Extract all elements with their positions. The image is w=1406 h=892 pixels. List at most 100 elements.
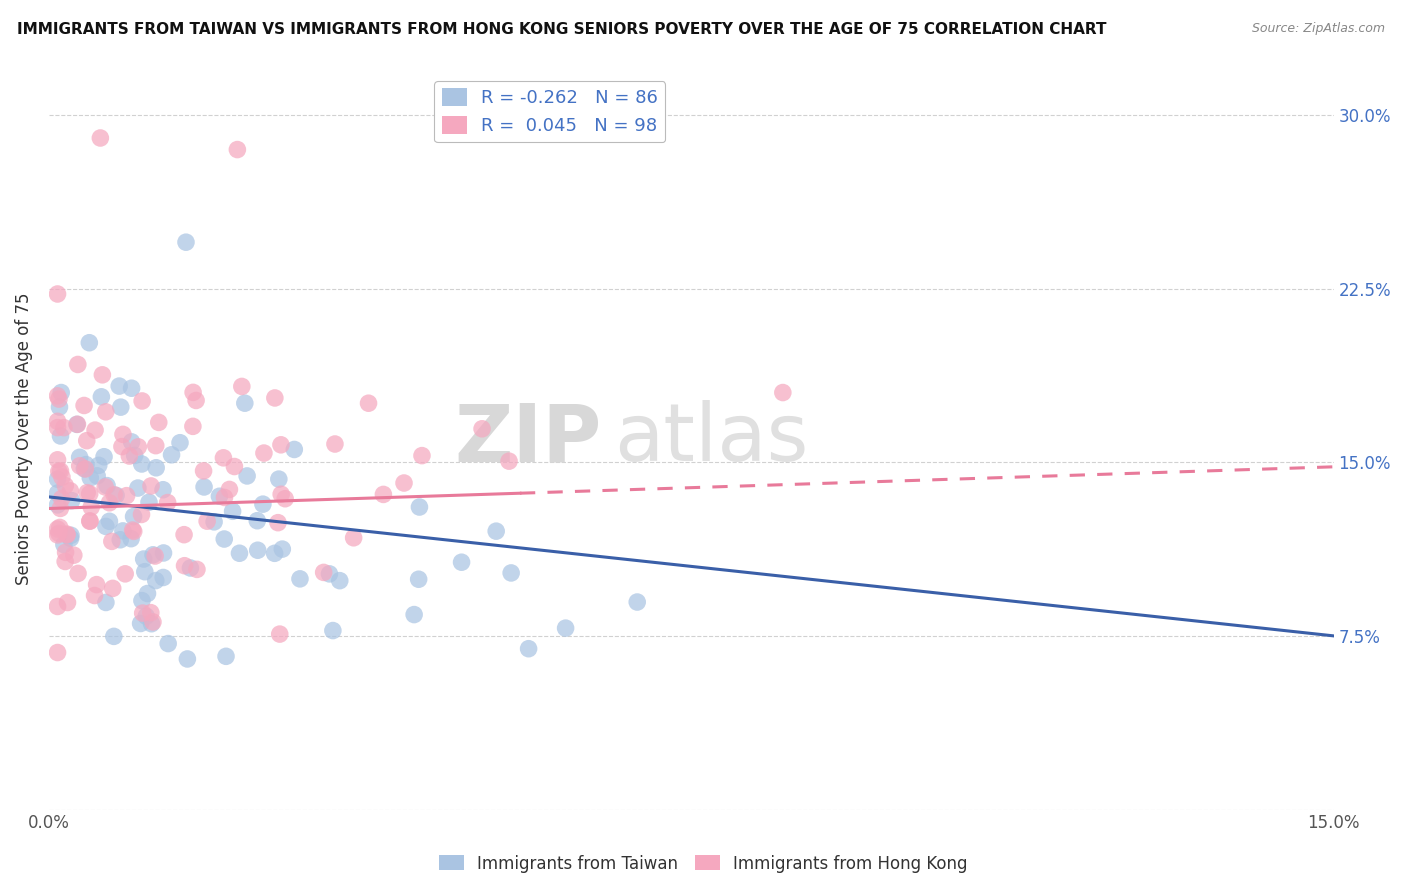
Point: [485, 524, 508, 538]
Point: [148, 416, 170, 430]
Point: [181, 419, 204, 434]
Text: IMMIGRANTS FROM TAIWAN VS IMMIGRANTS FROM HONG KONG SENIORS POVERTY OVER THE AGE: IMMIGRANTS FROM TAIWAN VS IMMIGRANTS FRO…: [17, 22, 1107, 37]
Point: [318, 566, 340, 581]
Point: [49, 501, 72, 516]
Point: [51, 491, 73, 506]
Point: [75, 462, 97, 476]
Point: [226, 143, 249, 157]
Point: [772, 385, 794, 400]
Point: [131, 606, 153, 620]
Point: [501, 566, 523, 580]
Point: [111, 524, 134, 538]
Point: [142, 548, 165, 562]
Point: [450, 555, 472, 569]
Point: [212, 532, 235, 546]
Point: [48, 526, 70, 541]
Point: [79, 335, 101, 350]
Point: [115, 489, 138, 503]
Point: [101, 582, 124, 596]
Point: [90, 390, 112, 404]
Point: [83, 589, 105, 603]
Point: [253, 446, 276, 460]
Point: [46, 420, 69, 434]
Point: [411, 449, 433, 463]
Point: [221, 504, 243, 518]
Point: [152, 546, 174, 560]
Point: [267, 516, 290, 530]
Point: [134, 565, 156, 579]
Point: [98, 496, 121, 510]
Point: [373, 487, 395, 501]
Point: [121, 434, 143, 449]
Point: [84, 423, 107, 437]
Point: [48, 520, 70, 534]
Point: [49, 464, 72, 478]
Point: [121, 523, 143, 537]
Point: [111, 440, 134, 454]
Point: [139, 606, 162, 620]
Point: [152, 570, 174, 584]
Point: [169, 435, 191, 450]
Point: [79, 487, 101, 501]
Point: [56, 527, 79, 541]
Point: [69, 450, 91, 465]
Point: [132, 552, 155, 566]
Point: [80, 500, 103, 515]
Point: [94, 480, 117, 494]
Point: [218, 483, 240, 497]
Point: [208, 489, 231, 503]
Point: [73, 399, 96, 413]
Point: [51, 385, 73, 400]
Point: [94, 595, 117, 609]
Point: [270, 487, 292, 501]
Point: [141, 616, 163, 631]
Point: [233, 396, 256, 410]
Point: [48, 464, 70, 478]
Point: [145, 460, 167, 475]
Point: [46, 287, 69, 301]
Point: [93, 450, 115, 464]
Point: [53, 554, 76, 568]
Point: [263, 391, 285, 405]
Point: [89, 131, 111, 145]
Point: [131, 508, 153, 522]
Point: [269, 627, 291, 641]
Point: [76, 434, 98, 448]
Point: [73, 462, 96, 476]
Legend: Immigrants from Taiwan, Immigrants from Hong Kong: Immigrants from Taiwan, Immigrants from …: [432, 848, 974, 880]
Point: [86, 577, 108, 591]
Point: [48, 392, 70, 406]
Point: [267, 472, 290, 486]
Point: [96, 478, 118, 492]
Point: [46, 528, 69, 542]
Point: [131, 457, 153, 471]
Legend: R = -0.262   N = 86, R =  0.045   N = 98: R = -0.262 N = 86, R = 0.045 N = 98: [434, 81, 665, 143]
Point: [108, 379, 131, 393]
Point: [246, 543, 269, 558]
Point: [79, 514, 101, 528]
Point: [79, 471, 101, 485]
Point: [69, 458, 91, 473]
Point: [181, 385, 204, 400]
Point: [186, 562, 208, 576]
Point: [157, 636, 180, 650]
Point: [110, 400, 132, 414]
Point: [75, 458, 97, 472]
Point: [138, 495, 160, 509]
Point: [111, 427, 134, 442]
Point: [87, 458, 110, 473]
Point: [498, 454, 520, 468]
Point: [98, 514, 121, 528]
Point: [252, 497, 274, 511]
Point: [46, 498, 69, 512]
Point: [91, 368, 114, 382]
Point: [176, 652, 198, 666]
Point: [59, 483, 82, 498]
Point: [136, 586, 159, 600]
Point: [86, 468, 108, 483]
Point: [224, 459, 246, 474]
Point: [94, 405, 117, 419]
Point: [143, 549, 166, 563]
Point: [322, 624, 344, 638]
Point: [127, 481, 149, 495]
